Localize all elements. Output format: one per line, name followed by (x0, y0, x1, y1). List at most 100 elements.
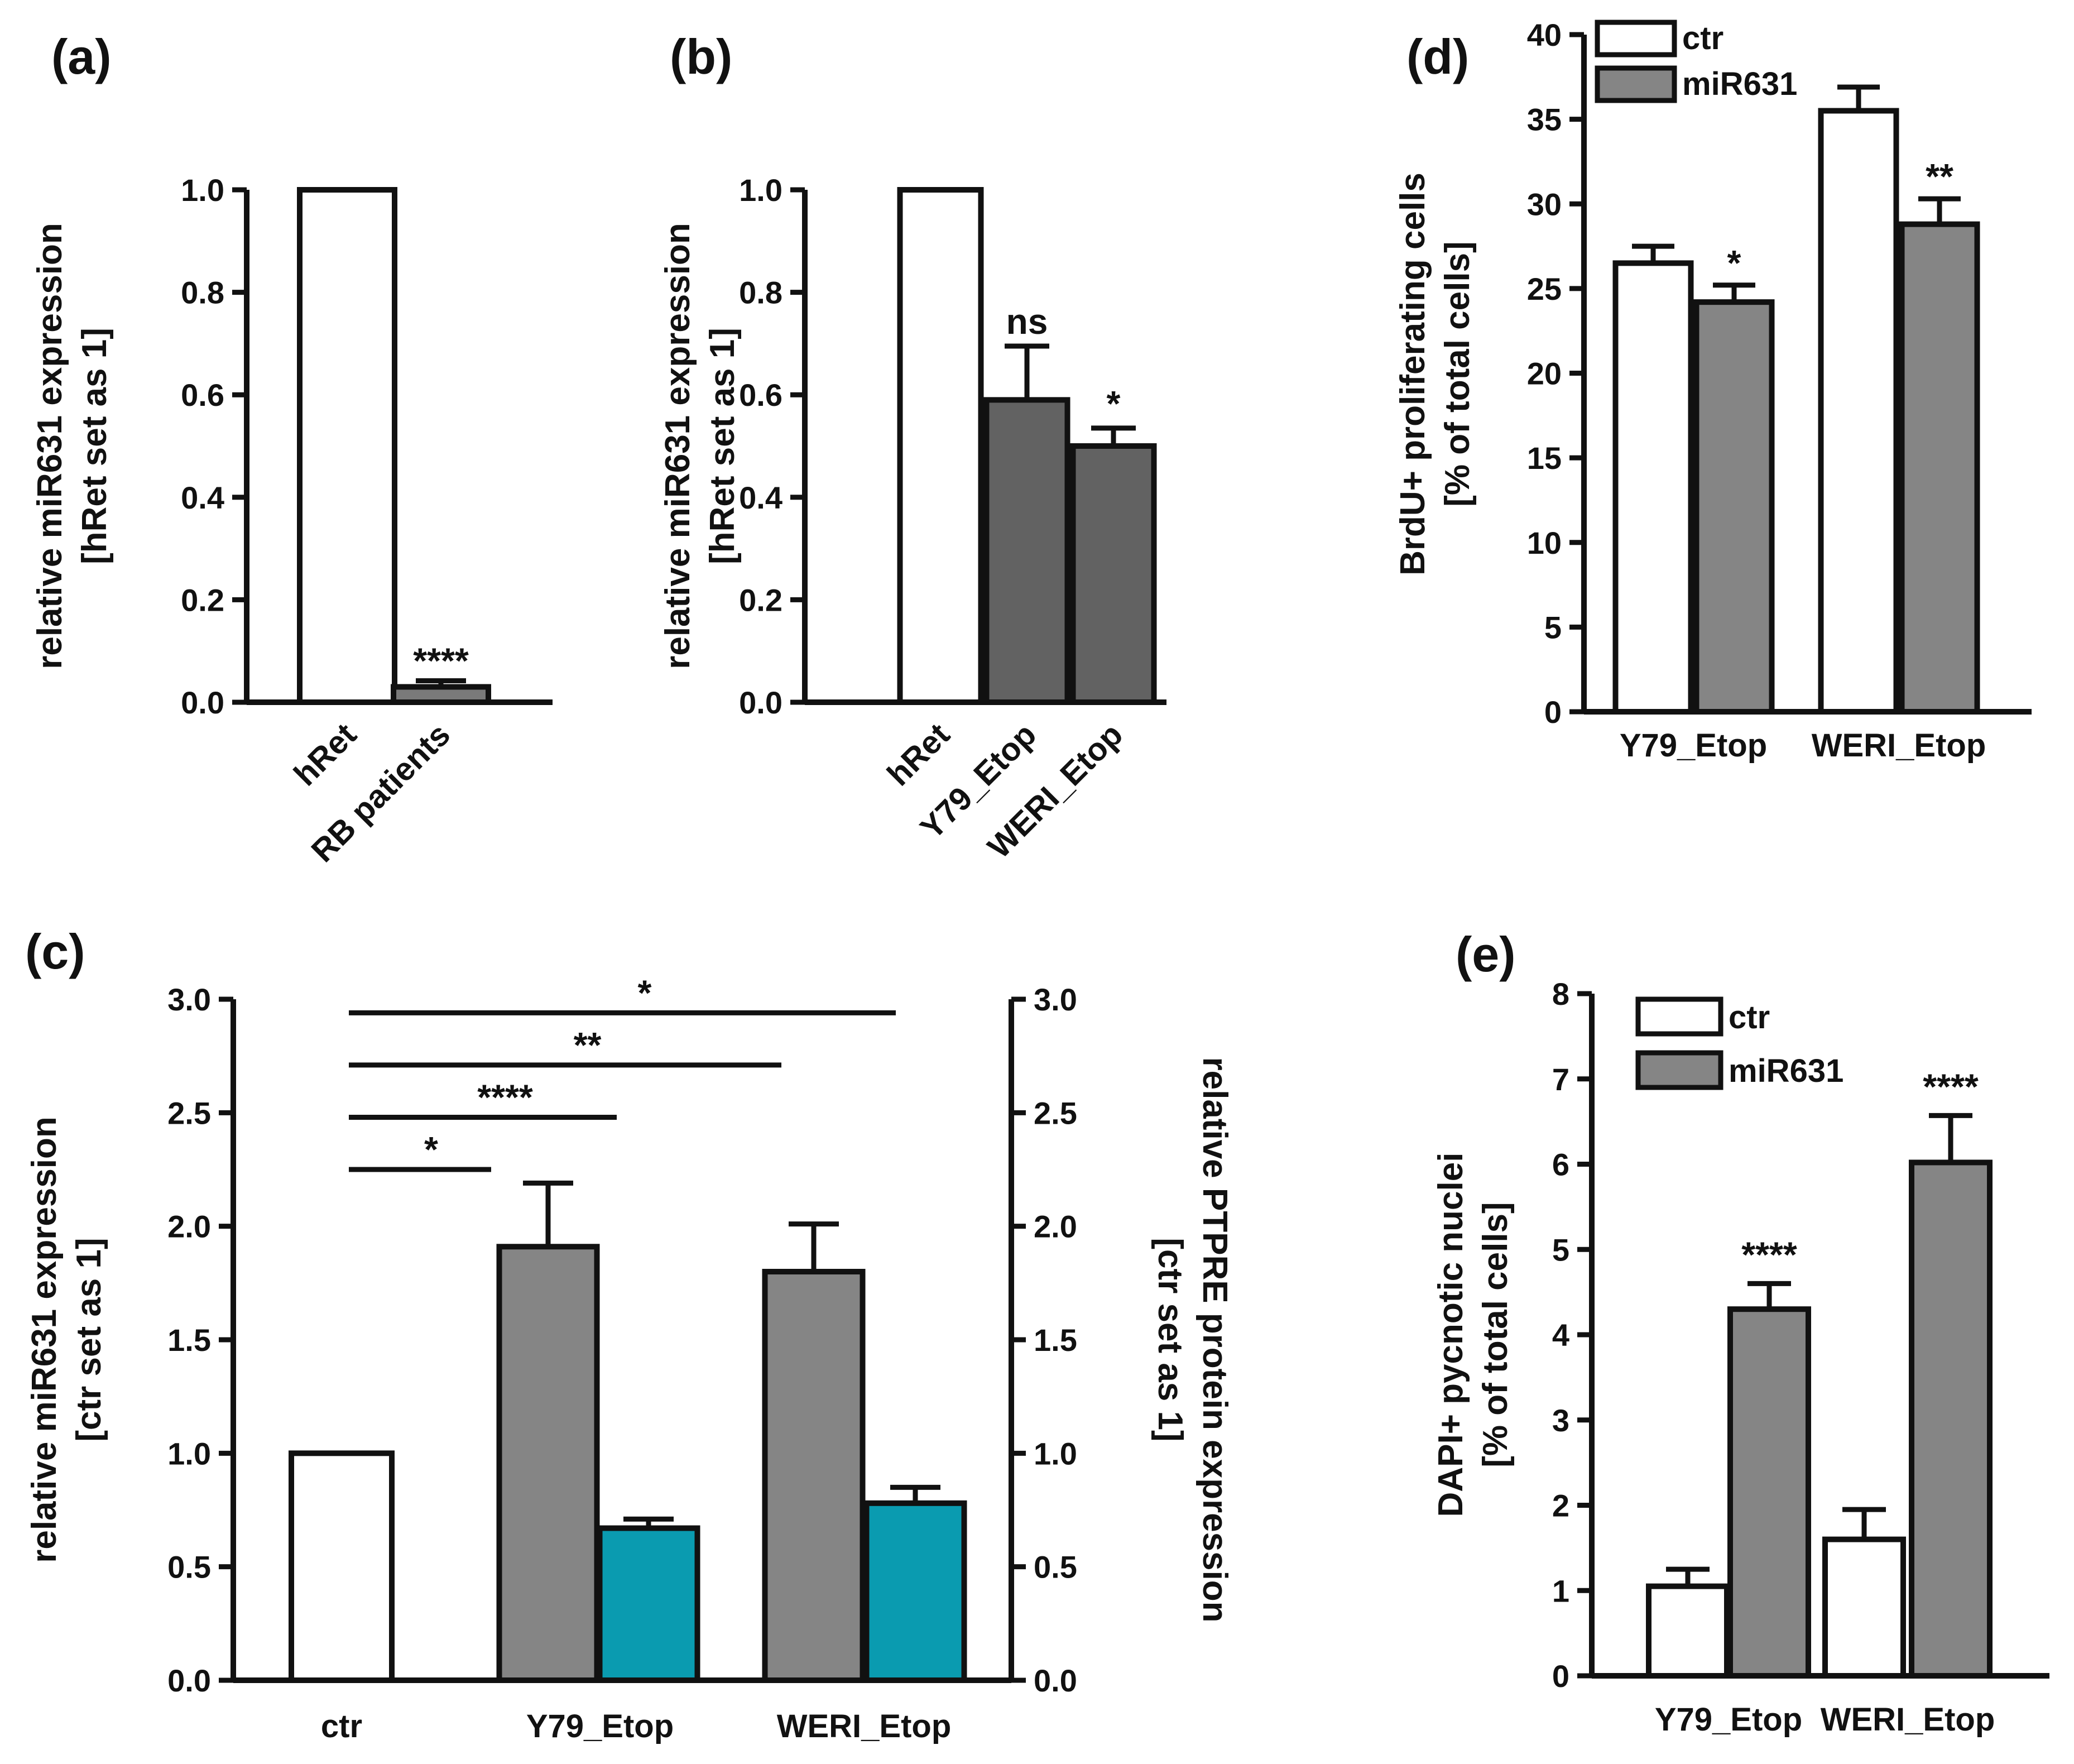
panel-d-bar-mir631-1 (1899, 221, 1980, 715)
panel-e-bar-ctr-0 (1646, 1583, 1730, 1679)
panel-c-x-label-0: ctr (321, 1708, 362, 1744)
panel-a-y-tick-label: 0.8 (181, 275, 224, 310)
panel-e-bar-mir631-1 (1909, 1159, 1993, 1679)
panel-b-y-label-line1: relative miR631 expression (659, 223, 697, 669)
panel-d-y-tick-label: 5 (1544, 610, 1562, 645)
panel-c-bar-mir631-2 (762, 1269, 866, 1683)
panel-c-comparison-label-0: * (424, 1129, 438, 1169)
panel-d-y-tick-label: 20 (1527, 356, 1562, 391)
panel-d-y-label-line1: BrdU+ proliferating cells (1394, 172, 1432, 576)
panel-e-legend-swatch-mir631 (1635, 1050, 1723, 1090)
panel-b-y-tick-label: 0.4 (739, 480, 782, 515)
panel-e-legend-label-ctr: ctr (1729, 999, 1770, 1036)
panel-e-sig-1: **** (1923, 1066, 1979, 1106)
panel-c-y-tick-label: 3.0 (167, 982, 211, 1017)
panel-c-comparison-label-2: ** (574, 1025, 602, 1065)
panel-c-y-tick-label: 1.0 (167, 1436, 211, 1471)
panel-e-x-label-1: WERI_Etop (1821, 1701, 1995, 1738)
panel-a-bar-0 (297, 187, 397, 705)
panel-b-y-label: relative miR631 expression [hRet set as 1… (659, 223, 742, 669)
panel-e-label: (e) (1456, 927, 1516, 982)
panel-d-legend-label-ctr: ctr (1682, 20, 1723, 56)
panel-d-label: (d) (1406, 29, 1469, 84)
panel-d-y-label: BrdU+ proliferating cells [% of total cel… (1394, 172, 1477, 576)
panel-d-y-tick-label: 10 (1527, 525, 1562, 560)
panel-a-sig-1: **** (413, 640, 469, 680)
panel-d-sig-0: * (1727, 243, 1741, 283)
panel-c-y-tick-label-right: 0.0 (1034, 1663, 1077, 1698)
panel-a-label: (a) (51, 29, 112, 84)
panel-d-bar-ctr-1 (1818, 108, 1899, 715)
panel-b-label: (b) (670, 29, 732, 84)
panel-c-bar-ctr (289, 1450, 395, 1683)
panel-e-y-tick-label: 5 (1552, 1232, 1569, 1267)
panel-d-x-label-0: Y79_Etop (1620, 727, 1767, 764)
panel-d-legend-swatch-ctr (1595, 20, 1677, 57)
panel-e-legend-swatch-ctr (1635, 996, 1723, 1037)
panel-a-y-label-line2: [hRet set as 1] (75, 328, 114, 564)
panel-e-y-label-line1: DAPI+ pycnotic nuclei (1432, 1153, 1470, 1517)
panel-e-y-tick-label: 2 (1552, 1488, 1569, 1523)
panel-c-bar-ptpre-2 (863, 1500, 967, 1684)
panel-c-x-label-2: WERI_Etop (777, 1708, 952, 1744)
panel-c-y-tick-label-right: 2.0 (1034, 1209, 1077, 1244)
panel-c-y-label: relative miR631 expression [ctr set as 1] (25, 1116, 108, 1563)
panel-e-sig-0: **** (1741, 1234, 1797, 1274)
panel-e-legend-label-mir631: miR631 (1729, 1053, 1843, 1089)
panel-b-x-label-0: hRet (880, 716, 957, 793)
panel-a-bar-1 (391, 684, 491, 705)
panel-e-bar-mir631-0 (1727, 1306, 1811, 1679)
panel-d-y-label-line2: [% of total cells] (1438, 241, 1477, 506)
panel-e-y-tick-label: 0 (1552, 1658, 1569, 1694)
panel-c-y-tick-label-right: 0.5 (1034, 1550, 1077, 1585)
panel-c-y-label-right-line1: relative PTPRE protein expression (1196, 1057, 1234, 1622)
panel-a-x-label-0: hRet (287, 716, 363, 793)
panel-b-bar-1 (983, 397, 1070, 705)
panel-b-y-label-line2: [hRet set as 1] (703, 328, 742, 564)
panel-d-bar-mir631-0 (1693, 299, 1775, 715)
panel-c-y-label-right-line2: [ctr set as 1] (1151, 1238, 1189, 1441)
panel-e-y-label-line2: [% of total cells] (1476, 1202, 1515, 1467)
panel-a-y-tick-label: 0.4 (181, 480, 224, 515)
panel-c-y-tick-label: 0.0 (167, 1663, 211, 1698)
panel-d-x-label-1: WERI_Etop (1812, 727, 1986, 764)
panel-c-y-label-line1: relative miR631 expression (25, 1116, 64, 1563)
panel-c-bar-mir631-1 (496, 1244, 600, 1683)
panel-c-y-tick-label: 0.5 (167, 1550, 211, 1585)
panel-b-bar-2 (1070, 443, 1157, 705)
panel-a-y-label-line1: relative miR631 expression (31, 223, 69, 669)
panel-d-y-tick-label: 0 (1544, 694, 1562, 730)
panel-d-y-tick-label: 40 (1527, 17, 1562, 52)
panel-c-y-tick-label: 2.5 (167, 1095, 211, 1130)
panel-e-x-label-0: Y79_Etop (1655, 1701, 1802, 1738)
panel-b-x-label-0-group: hRet (880, 716, 957, 793)
panel-a-y-label: relative miR631 expression [hRet set as 1… (31, 223, 114, 669)
panel-b-y-tick-label: 0.0 (739, 685, 782, 720)
panel-a-y-tick-label: 0.6 (181, 377, 224, 413)
panel-e-y-tick-label: 6 (1552, 1147, 1569, 1182)
panel-e-y-tick-label: 4 (1552, 1317, 1569, 1353)
panel-e-y-label: DAPI+ pycnotic nuclei [% of total cells] (1432, 1153, 1515, 1517)
panel-c-bar-ptpre-1 (597, 1525, 700, 1684)
panel-e-y-tick-label: 7 (1552, 1062, 1569, 1097)
panel-d-sig-1: ** (1926, 156, 1953, 196)
panel-e-y-tick-label: 1 (1552, 1573, 1569, 1608)
panel-d-y-tick-label: 30 (1527, 186, 1562, 222)
panel-b-y-tick-label: 0.2 (739, 582, 782, 617)
panel-b-sig-2: * (1107, 384, 1121, 424)
panel-e-y-tick-label: 8 (1552, 976, 1569, 1012)
panel-d-legend-label-mir631: miR631 (1682, 66, 1797, 102)
panel-b-y-tick-label: 0.6 (739, 377, 782, 413)
panel-c-comparison-label-3: * (638, 972, 652, 1013)
panel-d-y-tick-label: 25 (1527, 271, 1562, 306)
panel-d-legend-swatch-mir631 (1595, 65, 1677, 103)
panel-c-label: (c) (25, 924, 85, 979)
panel-c-y-tick-label-right: 1.0 (1034, 1436, 1077, 1471)
panel-d-y-tick-label: 35 (1527, 102, 1562, 137)
panel-b-sig-1: ns (1006, 301, 1048, 342)
panel-a-y-tick-label: 1.0 (181, 172, 224, 208)
panel-a-y-tick-label: 0.0 (181, 685, 224, 720)
panel-b-y-tick-label: 1.0 (739, 172, 782, 208)
panel-a-x-label-0-group: hRet (287, 716, 363, 793)
